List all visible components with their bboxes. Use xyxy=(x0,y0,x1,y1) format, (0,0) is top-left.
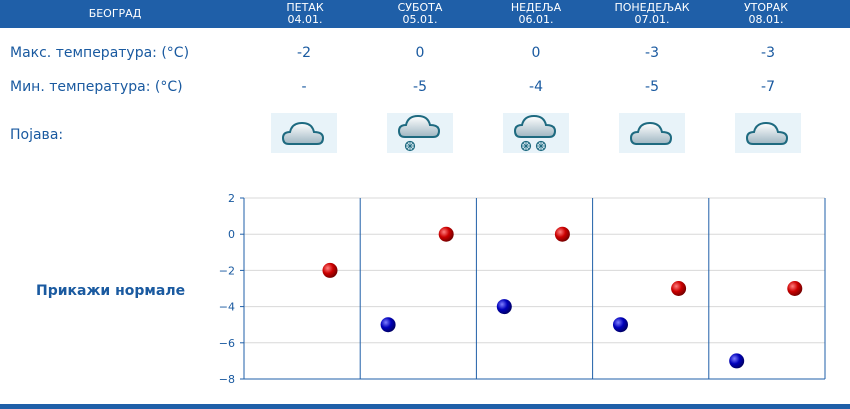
max-temp-value: 0 xyxy=(531,45,541,61)
phenomenon-label: Појава: xyxy=(10,127,64,143)
cloud-snow-icon xyxy=(387,113,453,153)
bottom-bar xyxy=(0,404,850,409)
day-header-1: ПЕТАК 04.01. xyxy=(286,1,324,26)
day-header-5: УТОРАК 08.01. xyxy=(743,1,789,26)
max-temp-value: -2 xyxy=(297,45,311,61)
y-tick-label: 0 xyxy=(228,228,235,241)
min-temp-value: -7 xyxy=(761,79,775,95)
max-temp-point xyxy=(787,281,803,296)
cloud-icon xyxy=(619,113,685,153)
min-temp-point xyxy=(612,317,628,333)
show-normals-link[interactable]: Прикажи нормале xyxy=(36,283,186,299)
min-temp-value: - xyxy=(301,79,307,95)
chart-marks xyxy=(322,226,803,369)
day-header-2: СУБОТА 05.01. xyxy=(397,1,443,26)
max-temp-value: -3 xyxy=(645,45,659,61)
max-temp-point xyxy=(438,226,454,242)
max-temp-point xyxy=(554,226,570,242)
min-temp-value: -5 xyxy=(645,79,659,95)
min-temp-label: Мин. температура: (°C) xyxy=(10,79,183,95)
max-temp-value: -3 xyxy=(761,45,775,61)
forecast-header: БЕОГРАД ПЕТАК 04.01. СУБОТА 05.01. НЕДЕЉ… xyxy=(0,0,850,28)
max-temp-label: Макс. температура: (°C) xyxy=(10,45,190,61)
y-tick-label: −8 xyxy=(219,373,235,386)
day-header-3: НЕДЕЉА 06.01. xyxy=(510,1,562,26)
day-header-4: ПОНЕДЕЉАК 07.01. xyxy=(614,1,690,26)
max-temp-value: 0 xyxy=(415,45,425,61)
min-temp-point xyxy=(496,299,512,315)
min-temp-point xyxy=(380,317,396,333)
max-temp-point xyxy=(322,262,338,278)
min-temp-value: -5 xyxy=(413,79,427,95)
cloud-icon xyxy=(735,113,801,153)
y-axis-ticks: 2 0 −2 −4 −6 −8 xyxy=(219,192,244,386)
chart-grid xyxy=(243,197,826,380)
y-tick-label: −2 xyxy=(219,264,235,277)
y-tick-label: 2 xyxy=(228,192,235,205)
max-temp-point xyxy=(671,281,687,296)
y-tick-label: −6 xyxy=(219,337,235,350)
cloud-icon xyxy=(271,113,337,153)
y-tick-label: −4 xyxy=(219,301,235,314)
cloud-heavy-snow-icon xyxy=(503,113,569,153)
min-temp-value: -4 xyxy=(529,79,543,95)
city-name: БЕОГРАД xyxy=(88,7,142,20)
min-temp-point xyxy=(729,353,745,369)
